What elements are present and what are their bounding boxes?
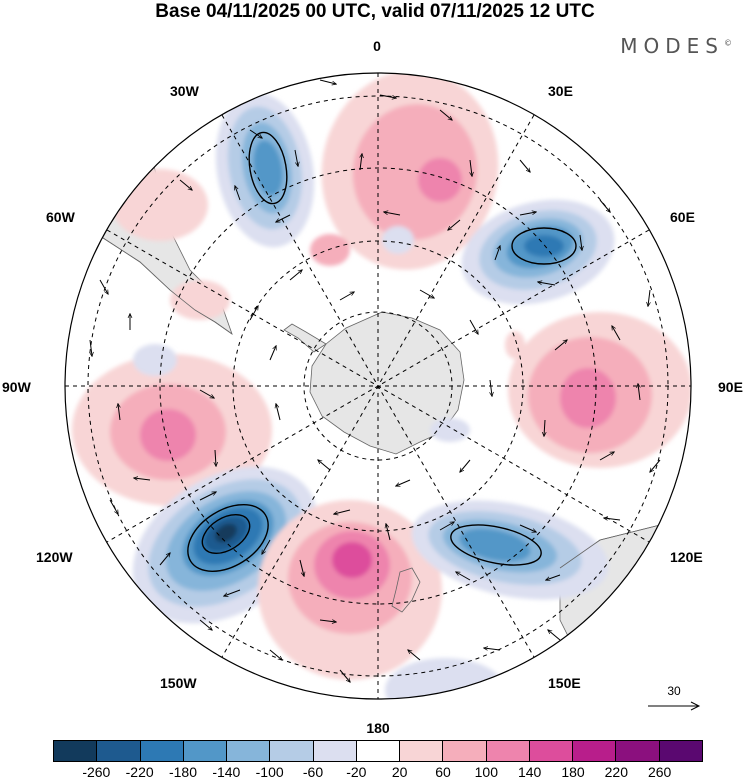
- lon-label-30e: 30E: [548, 83, 573, 99]
- colorbar-tick-label: 220: [604, 764, 629, 780]
- colorbar-cell: [269, 741, 313, 761]
- colorbar-cell: [658, 741, 702, 761]
- longitude-labels: 0 30E 60E 90E 120E 150E 180 150W 120W 90…: [2, 38, 743, 736]
- colorbar-cell: [139, 741, 183, 761]
- wind-reference-label: 30: [667, 684, 681, 698]
- anomaly-positive-south: [258, 500, 442, 680]
- wind-reference-vector: 30: [646, 684, 702, 714]
- colorbar-tick-label: -180: [168, 764, 198, 780]
- lon-label-30w: 30W: [170, 83, 200, 99]
- colorbar-tick-label: -220: [125, 764, 154, 780]
- brand-mark: ©: [724, 38, 732, 48]
- colorbar-cell: [528, 741, 573, 761]
- anomaly-positive-west: [72, 354, 272, 506]
- brand-logo: MODES©: [620, 34, 732, 58]
- colorbar-cell: [615, 741, 659, 761]
- colorbar-tick-label: -140: [212, 764, 241, 780]
- colorbar-tick-label: 60: [435, 764, 451, 780]
- anomaly-negative-ne: [461, 199, 615, 305]
- colorbar-cell: [442, 741, 486, 761]
- lon-label-0: 0: [373, 38, 381, 54]
- colorbar-tick-label: -20: [346, 764, 367, 780]
- wind-vectors: [90, 79, 661, 682]
- colorbar-cell: [182, 741, 227, 761]
- colorbar-cell: [226, 741, 270, 761]
- lon-label-60w: 60W: [46, 209, 76, 225]
- lon-label-90e: 90E: [718, 379, 743, 395]
- antarctic-peninsula: [283, 323, 327, 353]
- colorbar-cell: [312, 741, 356, 761]
- map-title: Base 04/11/2025 00 UTC, valid 07/11/2025…: [155, 1, 595, 22]
- colorbar-tick-label: -260: [82, 764, 111, 780]
- colorbar-cell: [54, 741, 97, 761]
- lon-label-60e: 60E: [670, 209, 695, 225]
- colorbar-tick-label: 180: [561, 764, 585, 780]
- lon-label-120w: 120W: [36, 549, 73, 565]
- lon-label-120e: 120E: [670, 549, 703, 565]
- graticule: [65, 73, 691, 699]
- lon-label-180: 180: [366, 720, 390, 736]
- lon-label-90w: 90W: [2, 379, 32, 395]
- wind-reference-arrow-icon: [648, 701, 701, 711]
- map-disk: [65, 73, 691, 699]
- colorbar-cell: [355, 741, 400, 761]
- colorbar-tick-label: 260: [647, 764, 672, 780]
- colorbar: [53, 740, 703, 762]
- colorbar-tick-label: 100: [474, 764, 499, 780]
- brand-text: MODES: [620, 34, 724, 58]
- colorbar-cell: [572, 741, 616, 761]
- colorbar-cell: [485, 741, 529, 761]
- antarctica-land: [309, 311, 465, 455]
- map-border: [64, 72, 692, 700]
- contours: [187, 131, 577, 572]
- lon-label-150w: 150W: [160, 675, 197, 691]
- colorbar-cell: [96, 741, 140, 761]
- anomaly-positive-east: [508, 312, 691, 468]
- colorbar-ticks: -260 -220 -180 -140 -100 -60 -20 20 60 100 140 180 2…: [53, 764, 703, 782]
- lon-label-150e: 150E: [548, 675, 581, 691]
- colorbar-tick-label: 20: [391, 764, 408, 780]
- colorbar-tick-label: -60: [302, 764, 324, 780]
- colorbar-cell: [399, 741, 443, 761]
- colorbar-tick-label: -100: [255, 764, 284, 780]
- colorbar-tick-label: 140: [517, 764, 542, 780]
